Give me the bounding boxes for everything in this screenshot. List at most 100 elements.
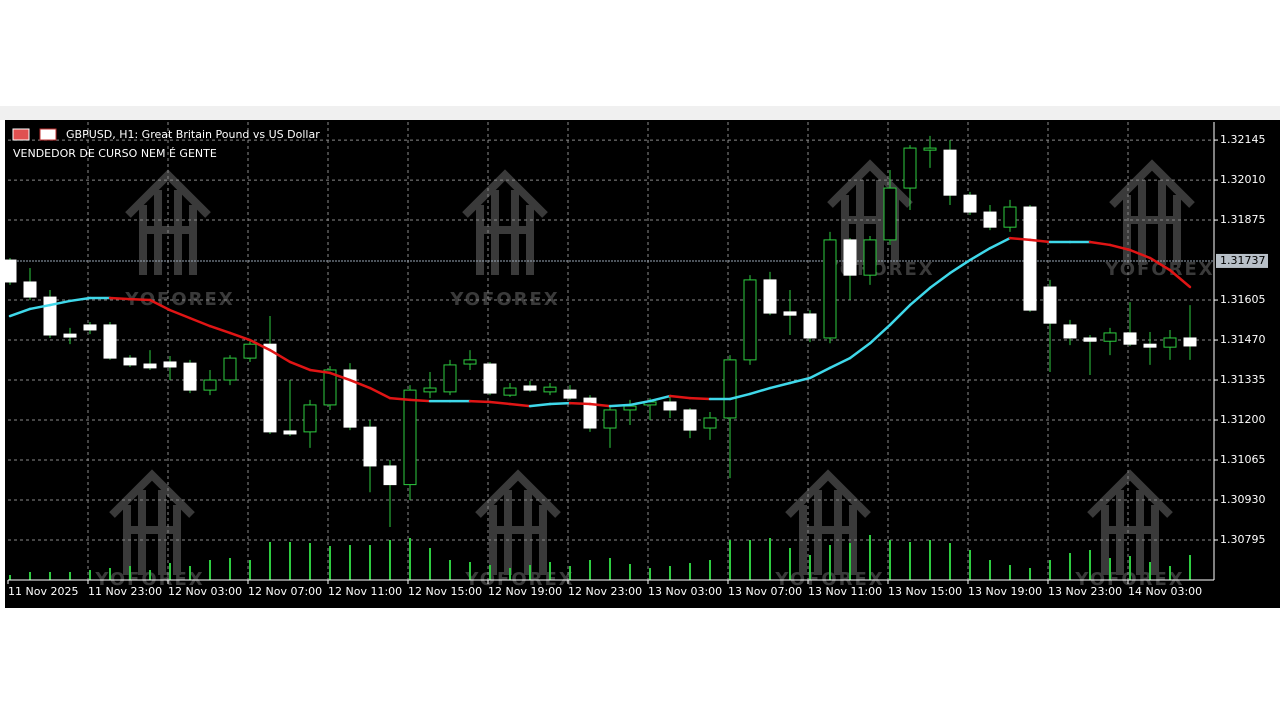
- watermark-icon: [125, 169, 211, 275]
- ma-segment: [508, 402, 532, 408]
- ma-segment: [48, 299, 72, 307]
- candle-body-bull: [243, 343, 257, 359]
- y-tick-label: 1.31875: [1220, 213, 1266, 226]
- y-tick-label: 1.31065: [1220, 453, 1266, 466]
- candle-body-bear: [683, 409, 697, 431]
- ma-segment: [1088, 240, 1112, 247]
- candle-body-bull: [543, 386, 557, 393]
- candle-body-bear: [1183, 337, 1197, 347]
- candle-body-bear: [263, 343, 277, 433]
- x-tick-label: 13 Nov 15:00: [888, 585, 962, 598]
- y-tick-label: 1.30795: [1220, 533, 1266, 546]
- candle-body-bull: [203, 379, 217, 391]
- ma-segment: [528, 402, 552, 408]
- candle-body-bull: [623, 405, 637, 411]
- candle-body-bear: [363, 426, 377, 467]
- toolbar-strip: [0, 106, 1280, 120]
- watermark-icon: [827, 159, 913, 265]
- candle-body-bear: [83, 324, 97, 331]
- ma-segment: [28, 303, 52, 311]
- candle-body-bear: [123, 357, 137, 366]
- candle-body-bear: [1143, 343, 1157, 348]
- candle-body-bull: [863, 239, 877, 276]
- indicator-label: VENDEDOR DE CURSO NEM É GENTE: [13, 147, 217, 160]
- axis-labels: 1.32145 1.32010 1.31875 1.31605 1.31470 1.313…: [7, 133, 1268, 598]
- candle-body-bull: [723, 359, 737, 419]
- candle-body-bear: [1063, 324, 1077, 339]
- watermark-text: YOFOREX: [124, 289, 234, 310]
- candle-body-bear: [143, 363, 157, 369]
- ma-segment: [128, 297, 152, 302]
- ma-segment: [388, 396, 412, 402]
- chart-title: GBPUSD, H1: Great Britain Pound vs US Do…: [66, 128, 320, 141]
- ma-segment: [988, 236, 1012, 250]
- candle-body-bear: [563, 389, 577, 399]
- y-tick-label: 1.30930: [1220, 493, 1266, 506]
- candle-body-bull: [223, 357, 237, 381]
- ma-segment: [788, 376, 812, 385]
- x-tick-label: 13 Nov 11:00: [808, 585, 882, 598]
- ma-segment: [908, 286, 932, 307]
- candle-body-bull: [323, 369, 337, 406]
- y-tick-label: 1.31605: [1220, 293, 1266, 306]
- x-tick-label: 11 Nov 23:00: [88, 585, 162, 598]
- candle-body-bear: [983, 211, 997, 228]
- x-tick-label: 13 Nov 23:00: [1048, 585, 1122, 598]
- candle-body-bear: [343, 369, 357, 428]
- watermark-text: YOFOREX: [824, 259, 934, 280]
- candle-body-bear: [843, 239, 857, 276]
- candle-body-bull: [883, 187, 897, 241]
- x-tick-label: 12 Nov 11:00: [328, 585, 402, 598]
- ma-segment: [108, 296, 132, 301]
- ma-segment: [148, 298, 172, 312]
- candle-body-bear: [763, 279, 777, 314]
- x-tick-label: 12 Nov 19:00: [488, 585, 562, 598]
- candle-body-bull: [703, 417, 717, 429]
- ma-segment: [268, 348, 292, 364]
- candle-body-bull: [503, 387, 517, 396]
- ma-segment: [348, 378, 372, 390]
- ma-segment: [1148, 256, 1172, 272]
- candle-body-bear: [43, 296, 57, 336]
- watermark-icon: [1109, 159, 1195, 265]
- ma-segment: [188, 316, 212, 328]
- candle-body-bear: [943, 149, 957, 196]
- ma-segment: [588, 402, 612, 408]
- ma-segment: [868, 323, 892, 345]
- ma-segment: [288, 360, 312, 372]
- candle-body-bull: [403, 389, 417, 486]
- price-label-box: [1216, 253, 1268, 268]
- timeframe-icon: [39, 128, 57, 141]
- x-tick-label: 12 Nov 15:00: [408, 585, 482, 598]
- candle-body-bear: [283, 430, 297, 435]
- x-tick-label: 13 Nov 03:00: [648, 585, 722, 598]
- candle-body-bull: [603, 409, 617, 429]
- candle-body-bull: [743, 279, 757, 361]
- ma-segment: [948, 258, 972, 275]
- ma-segment: [668, 394, 692, 400]
- price-label: 1.31737: [1220, 254, 1266, 267]
- candle-body-bear: [163, 361, 177, 368]
- y-tick-label: 1.31200: [1220, 413, 1266, 426]
- ma-segment: [608, 403, 632, 408]
- candle-body-bull: [303, 404, 317, 433]
- candle-body-bear: [663, 401, 677, 411]
- candle-body-bear: [1123, 332, 1137, 345]
- x-tick-label: 13 Nov 07:00: [728, 585, 802, 598]
- x-tick-label: 12 Nov 03:00: [168, 585, 242, 598]
- candle-body-bear: [483, 363, 497, 394]
- candle-body-bull: [443, 364, 457, 393]
- candle-body-bull: [823, 239, 837, 339]
- x-tick-label: 13 Nov 19:00: [968, 585, 1042, 598]
- chart-window: [5, 120, 1280, 608]
- ma-segment: [308, 368, 332, 375]
- ma-segment: [208, 324, 232, 335]
- candle-body-bear: [3, 259, 17, 283]
- ma-segment: [8, 307, 32, 318]
- x-tick-label: 12 Nov 07:00: [248, 585, 322, 598]
- candle-body-bull: [1003, 206, 1017, 228]
- x-tick-label: 14 Nov 03:00: [1128, 585, 1202, 598]
- candle-body-bear: [1023, 206, 1037, 311]
